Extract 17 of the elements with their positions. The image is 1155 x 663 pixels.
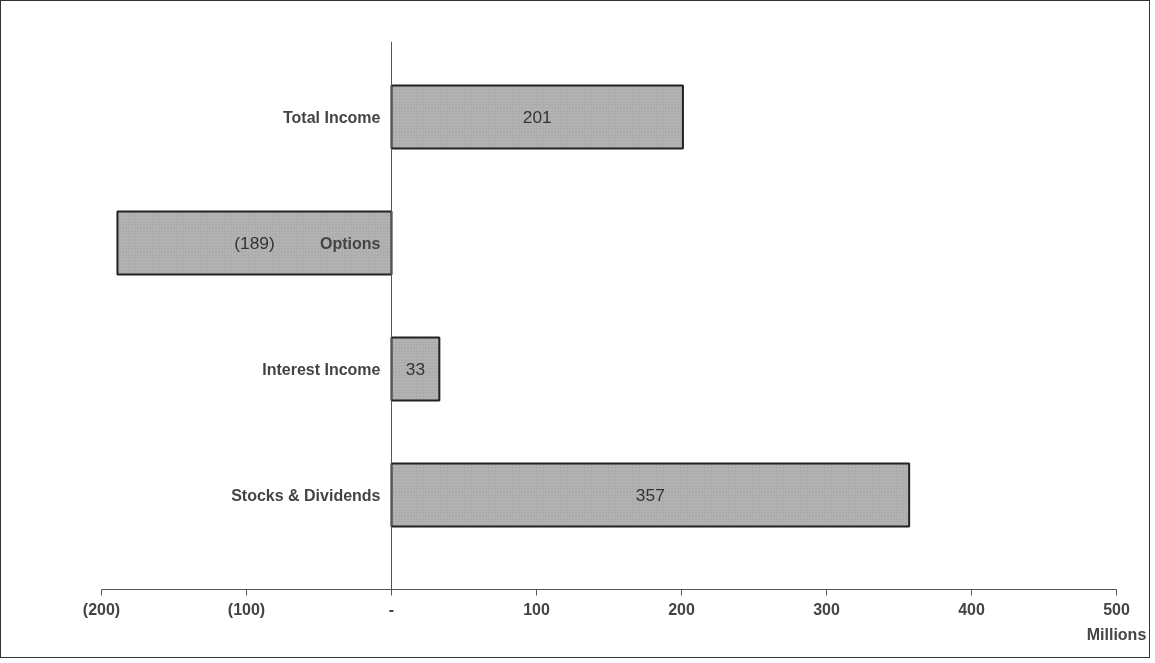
x-tick-label: 300 <box>813 600 840 618</box>
y-tick-label: Options <box>320 234 381 252</box>
x-tick-label: (100) <box>227 600 266 618</box>
x-tick-label: - <box>388 600 395 618</box>
data-label: 201 <box>522 107 552 128</box>
x-tick-label: 500 <box>1103 600 1130 618</box>
x-tick-label: 400 <box>958 600 985 618</box>
x-tick-label: 100 <box>523 600 550 618</box>
y-tick-label: Interest Income <box>262 360 381 378</box>
data-label: 33 <box>405 359 426 380</box>
data-label: 357 <box>635 485 665 506</box>
x-tick-label: (200) <box>82 600 121 618</box>
x-tick-label: 200 <box>668 600 695 618</box>
y-tick-label: Total Income <box>283 108 381 126</box>
x-axis-title: Millions <box>1086 625 1147 643</box>
data-label: (189) <box>234 233 275 254</box>
y-tick-label: Stocks & Dividends <box>231 486 381 504</box>
